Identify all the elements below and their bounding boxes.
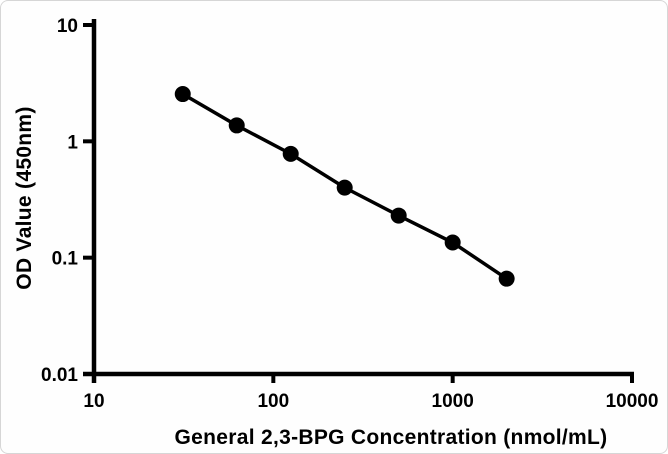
x-tick-label: 100 bbox=[257, 391, 289, 412]
data-point bbox=[390, 207, 407, 224]
y-tick-label: 1 bbox=[67, 132, 78, 153]
x-tick-label: 10 bbox=[83, 391, 104, 412]
data-point bbox=[282, 145, 299, 162]
y-axis-title: OD Value (450nm) bbox=[13, 106, 36, 289]
x-tick-label: 1000 bbox=[432, 391, 474, 412]
x-tick-label: 10000 bbox=[606, 391, 659, 412]
data-point bbox=[444, 234, 461, 251]
data-point bbox=[336, 179, 353, 196]
data-point bbox=[174, 86, 191, 103]
data-point bbox=[228, 117, 245, 134]
plot-area: 10 100 1000 10000 10 1 0.1 0.01 bbox=[41, 16, 658, 412]
y-tick-label: 0.01 bbox=[41, 365, 78, 386]
x-axis-title: General 2,3-BPG Concentration (nmol/mL) bbox=[175, 426, 608, 449]
data-point bbox=[498, 270, 515, 287]
y-tick-label: 10 bbox=[57, 16, 78, 37]
y-tick-label: 0.1 bbox=[52, 249, 79, 270]
data-series bbox=[174, 86, 515, 287]
